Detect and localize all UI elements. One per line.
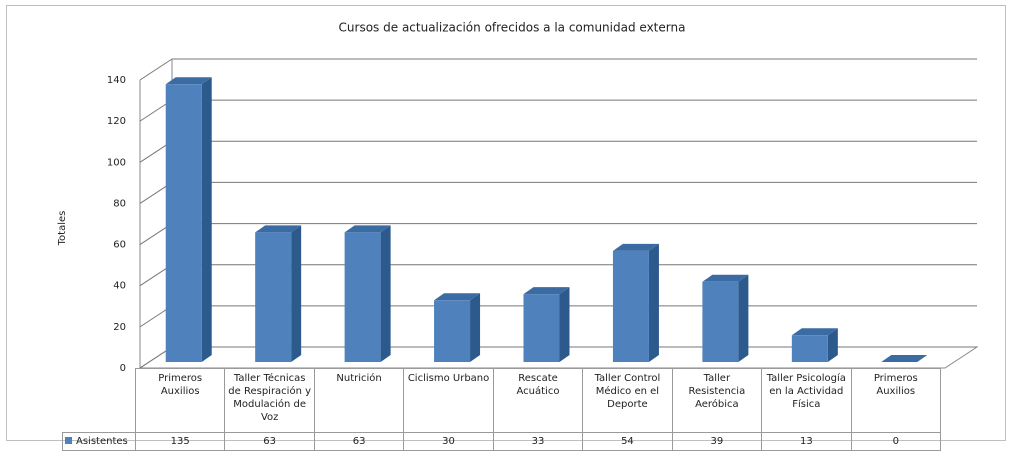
bar-side [648, 243, 659, 362]
category-cell: Primeros Auxilios [135, 368, 226, 433]
bar-top [791, 328, 838, 336]
bar-side [827, 328, 838, 362]
bar-top [165, 77, 212, 85]
value-cell: 39 [671, 432, 763, 451]
value-cell: 33 [492, 432, 584, 451]
bar-top [612, 243, 659, 251]
bar-front [523, 294, 560, 362]
bar-front [702, 281, 739, 362]
y-tick-label: 60 [113, 240, 126, 251]
value-cell: 13 [761, 432, 852, 451]
bar [165, 77, 212, 363]
bar [702, 274, 749, 362]
bar-top [881, 355, 928, 362]
y-tick-label: 100 [107, 157, 126, 168]
category-cell: Ciclismo Urbano [403, 368, 494, 433]
bar-top [344, 225, 391, 233]
y-tick-label: 0 [120, 363, 126, 374]
bar-top [434, 293, 481, 301]
category-cell: Nutrición [313, 368, 405, 433]
bar-side [470, 293, 481, 362]
chart-title: Cursos de actualización ofrecidos a la c… [339, 21, 686, 35]
y-axis-label: Totales [57, 211, 68, 247]
bar [434, 293, 481, 362]
bar [791, 328, 838, 362]
y-tick-label: 40 [113, 281, 126, 292]
chart-frame [6, 5, 1006, 441]
y-tick-label: 120 [107, 116, 126, 127]
bar [255, 225, 302, 362]
bar-side [738, 274, 749, 362]
bar-side [559, 287, 570, 362]
value-cell: 135 [135, 432, 226, 451]
bar-top [255, 225, 302, 233]
bar-top [702, 274, 749, 282]
bar [523, 287, 570, 362]
bar-top [523, 287, 570, 295]
bar [612, 243, 659, 362]
legend-cell: Asistentes [62, 432, 136, 451]
bar-front [434, 300, 471, 362]
value-cell: 63 [224, 432, 315, 451]
bar-side [291, 225, 302, 362]
bar-front [791, 335, 828, 362]
bar-front [344, 232, 381, 362]
bar-front [165, 84, 202, 363]
value-cell: 54 [582, 432, 673, 451]
legend-swatch [65, 437, 72, 444]
grid-line-side [139, 58, 173, 81]
value-cell: 0 [850, 432, 941, 451]
category-cell: Taller Control Médico en el Deporte [582, 368, 673, 433]
value-cell: 30 [403, 432, 494, 451]
bar-side [201, 77, 212, 363]
y-tick-label: 80 [113, 198, 126, 209]
category-cell: Taller Psicología en la Actividad Física [761, 368, 852, 433]
bar-front [255, 232, 292, 362]
category-cell: Taller Resistencia Aeróbica [671, 368, 763, 433]
bar-front [612, 250, 649, 362]
bar-side [380, 225, 391, 362]
bar [881, 355, 928, 362]
y-tick-label: 20 [113, 322, 126, 333]
bar [344, 225, 391, 362]
legend-label: Asistentes [76, 436, 128, 447]
category-cell: Primeros Auxilios [850, 368, 941, 433]
value-cell: 63 [313, 432, 405, 451]
category-cell: Rescate Acuático [492, 368, 584, 433]
y-tick-label: 140 [107, 75, 126, 86]
category-cell: Taller Técnicas de Respiración y Modulac… [224, 368, 315, 433]
